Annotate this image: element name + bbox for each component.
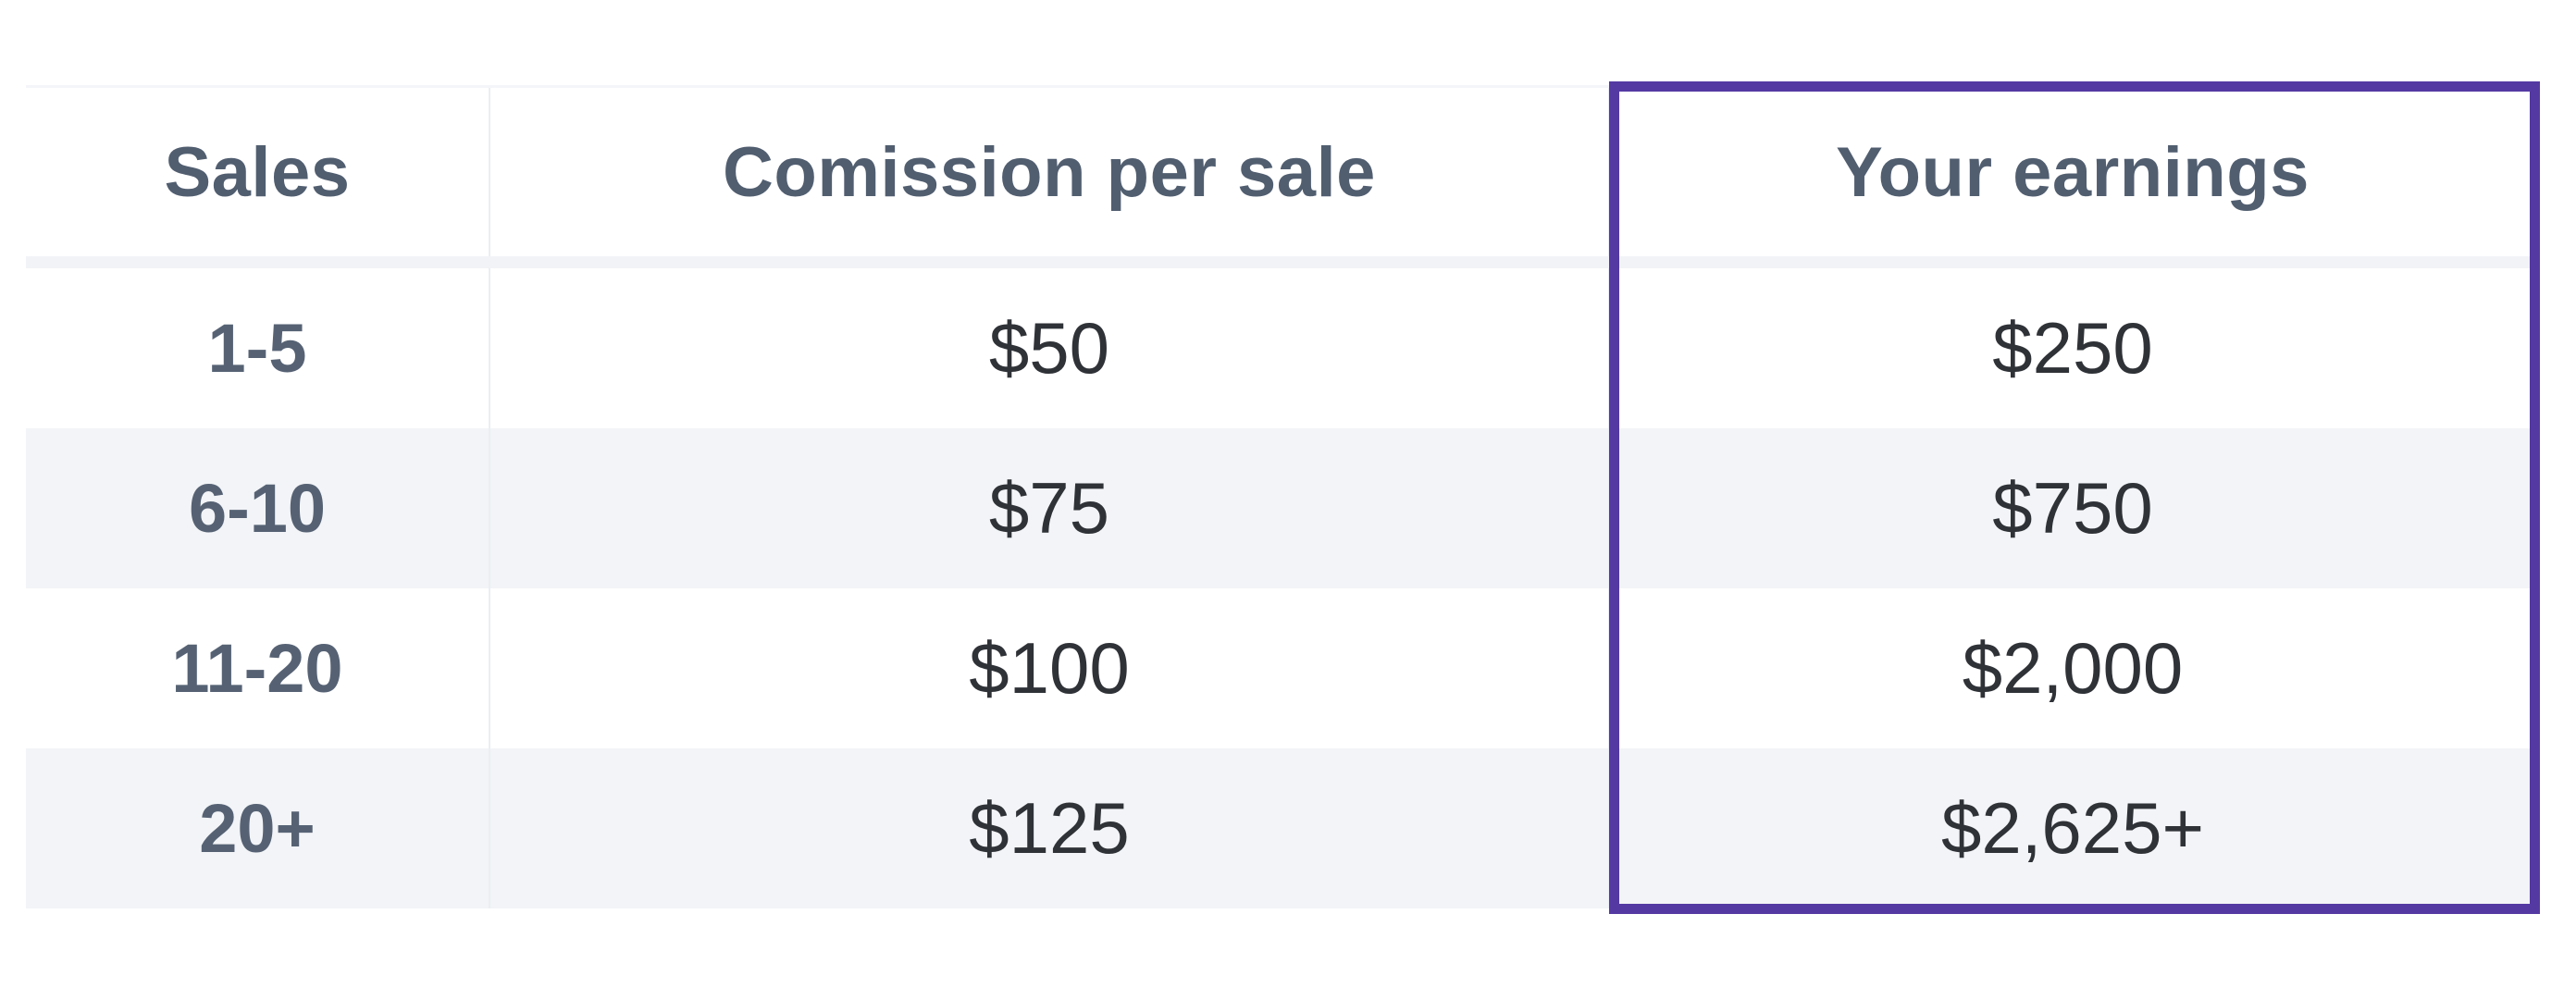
sales-range-cell: 6-10	[26, 428, 490, 588]
sales-range-cell: 20+	[26, 748, 490, 908]
earnings-cell: $750	[1992, 467, 2153, 549]
sales-range-cell: 11-20	[26, 588, 490, 748]
table-row: 20+ $125 $2,625+	[26, 748, 2535, 908]
column-header-your-earnings: Your earnings	[1836, 132, 2310, 212]
earnings-cell: $2,000	[1962, 627, 2184, 709]
table-row: 6-10 $75 $750	[26, 428, 2535, 588]
sales-range-cell: 1-5	[26, 268, 490, 428]
table-row: 11-20 $100 $2,000	[26, 588, 2535, 748]
earnings-cell: $250	[1992, 307, 2153, 389]
commission-cell: $100	[490, 588, 1610, 748]
table-header-row: Sales Comission per sale Your earnings	[26, 88, 2535, 268]
commission-cell: $125	[490, 748, 1610, 908]
commission-table: Sales Comission per sale Your earnings 1…	[26, 85, 2535, 908]
commission-cell: $50	[490, 268, 1610, 428]
column-header-commission-per-sale: Comission per sale	[490, 88, 1610, 256]
commission-cell: $75	[490, 428, 1610, 588]
column-header-sales: Sales	[26, 88, 490, 256]
table-row: 1-5 $50 $250	[26, 268, 2535, 428]
earnings-cell: $2,625+	[1940, 787, 2205, 869]
